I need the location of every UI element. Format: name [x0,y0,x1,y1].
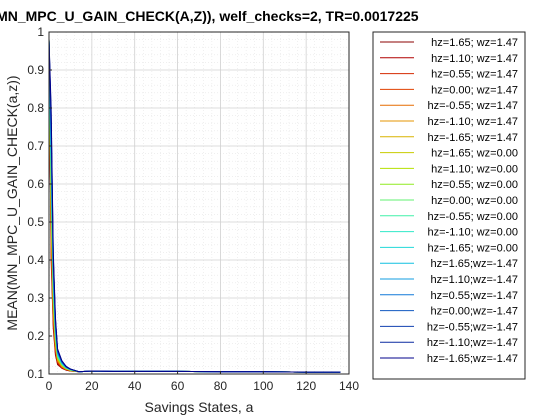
x-tick-label: 0 [46,379,53,393]
legend-label-15: hz=1.65;wz=-1.47 [431,258,518,270]
legend: hz=1.65; wz=1.47 hz=1.10; wz=1.47 hz=0.55;… [372,31,526,380]
y-tick-label: 0.1 [27,367,44,381]
series-lines [48,39,341,373]
grid [48,31,350,375]
legend-label-9: hz=1.10; wz=0.00 [431,163,518,175]
series-line-21 [48,39,341,373]
legend-label-14: hz=-1.65; wz=0.00 [427,242,518,254]
x-tick-label: 60 [171,379,185,393]
y-tick-label: 0.5 [27,215,44,229]
x-tick-label: 140 [339,379,359,393]
x-tick-label: 80 [214,379,228,393]
y-tick-label: 0.2 [27,329,44,343]
y-tick-label: 0.9 [27,63,44,77]
legend-label-7: hz=-1.65; wz=1.47 [427,132,518,144]
legend-label-12: hz=-0.55; wz=0.00 [427,211,518,223]
legend-label-17: hz=0.55;wz=-1.47 [431,290,518,302]
y-tick-label: 0.4 [27,253,44,267]
legend-label-21: hz=-1.65;wz=-1.47 [427,353,518,365]
legend-label-20: hz=-1.10;wz=-1.47 [427,337,518,349]
x-tick-label: 100 [253,379,273,393]
legend-label-3: hz=0.55; wz=1.47 [431,69,518,81]
legend-label-6: hz=-1.10; wz=1.47 [427,116,518,128]
y-tick-label: 0.8 [27,101,44,115]
x-tick-label: 20 [85,379,99,393]
legend-label-10: hz=0.55; wz=0.00 [431,179,518,191]
legend-label-19: hz=-0.55;wz=-1.47 [427,321,518,333]
y-tick-label: 0.6 [27,177,44,191]
legend-label-4: hz=0.00; wz=1.47 [431,84,518,96]
legend-label-2: hz=1.10; wz=1.47 [431,53,518,65]
y-tick-label: 0.3 [27,291,44,305]
axis-ticks: 0 20 40 60 80 100 120 140 0.1 0.2 0.3 0.4 0.5 0.6 0.7 0… [27,25,359,393]
legend-label-13: hz=-1.10; wz=0.00 [427,227,518,239]
x-tick-label: 40 [128,379,142,393]
chart-title: (MN_MPC_U_GAIN_CHECK(A,Z)), welf_checks=… [0,8,419,24]
legend-label-1: hz=1.65; wz=1.47 [431,37,518,49]
legend-label-18: hz=0.00;wz=-1.47 [431,306,518,318]
legend-label-5: hz=-0.55; wz=1.47 [427,100,518,112]
y-tick-label: 0.7 [27,139,44,153]
plot-area-frame [48,31,350,375]
x-axis-label: Savings States, a [145,399,254,415]
legend-label-11: hz=0.00; wz=0.00 [431,195,518,207]
legend-label-8: hz=1.65; wz=0.00 [431,148,518,160]
x-tick-label: 120 [296,379,316,393]
y-axis-label: MEAN(MN_MPC_U_GAIN_CHECK(a,z)) [4,75,20,330]
y-tick-label: 1 [37,25,44,39]
legend-label-16: hz=1.10;wz=-1.47 [431,274,518,286]
